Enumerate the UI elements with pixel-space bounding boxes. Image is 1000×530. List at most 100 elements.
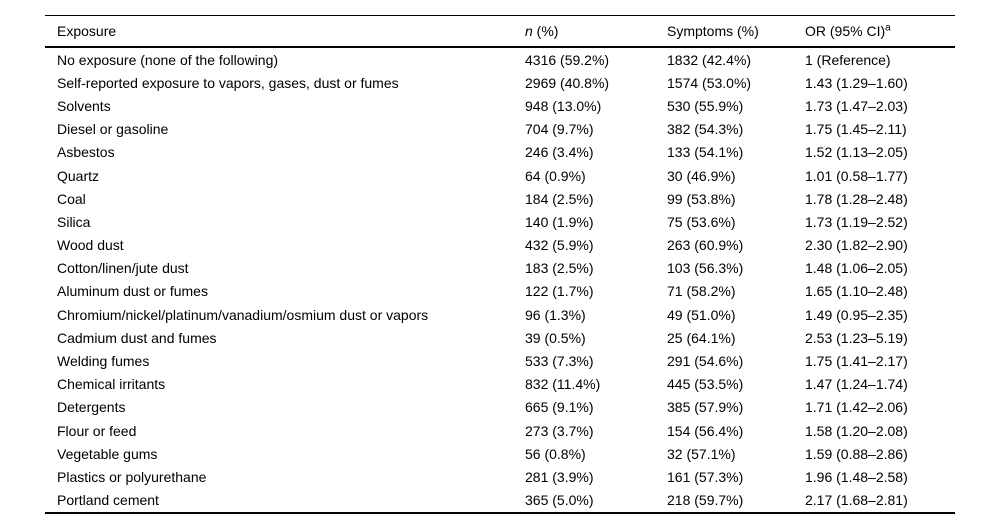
- table-row: Portland cement 365 (5.0%) 218 (59.7%) 2…: [45, 489, 955, 513]
- symptoms-cell: 445 (53.5%): [667, 376, 744, 393]
- or-ci-cell: 2.53 (1.23–5.19): [805, 329, 908, 346]
- table-row: Self-reported exposure to vapors, gases,…: [45, 71, 955, 94]
- n-cell: 665 (9.1%): [525, 399, 594, 416]
- symptoms-cell: 161 (57.3%): [667, 468, 744, 485]
- n-cell: 704 (9.7%): [525, 121, 594, 138]
- exposure-cell: Vegetable gums: [57, 445, 158, 462]
- n-cell: 56 (0.8%): [525, 445, 586, 462]
- table-row: Asbestos 246 (3.4%) 133 (54.1%) 1.52 (1.…: [45, 141, 955, 164]
- n-cell: 533 (7.3%): [525, 353, 594, 370]
- symptoms-cell: 1574 (53.0%): [667, 74, 752, 91]
- or-ci-cell: 1.52 (1.13–2.05): [805, 144, 908, 161]
- n-cell: 96 (1.3%): [525, 306, 586, 323]
- exposure-cell: Asbestos: [57, 144, 115, 161]
- symptoms-cell: 75 (53.6%): [667, 213, 736, 230]
- symptoms-cell: 1832 (42.4%): [667, 51, 752, 68]
- table-header: Exposure n (%) Symptoms (%) OR (95% CI)a: [45, 16, 955, 48]
- n-cell: 246 (3.4%): [525, 144, 594, 161]
- footnote-marker-a: a: [885, 22, 891, 34]
- exposure-cell: Detergents: [57, 399, 126, 416]
- table-body: No exposure (none of the following) 4316…: [45, 47, 955, 513]
- exposure-statistics-table: Exposure n (%) Symptoms (%) OR (95% CI)a…: [45, 15, 955, 514]
- table-row: Quartz 64 (0.9%) 30 (46.9%) 1.01 (0.58–1…: [45, 164, 955, 187]
- or-ci-label: OR (95% CI): [805, 23, 886, 39]
- symptoms-cell: 530 (55.9%): [667, 97, 744, 114]
- column-header-symptoms: Symptoms (%): [667, 23, 759, 39]
- table-row: Aluminum dust or fumes 122 (1.7%) 71 (58…: [45, 280, 955, 303]
- or-ci-cell: 1.75 (1.41–2.17): [805, 353, 908, 370]
- n-percent-label: (%): [532, 23, 559, 39]
- n-cell: 948 (13.0%): [525, 97, 602, 114]
- exposure-cell: No exposure (none of the following): [57, 51, 279, 68]
- symptoms-cell: 385 (57.9%): [667, 399, 744, 416]
- n-cell: 432 (5.9%): [525, 237, 594, 254]
- n-cell: 4316 (59.2%): [525, 51, 610, 68]
- or-ci-cell: 1.75 (1.45–2.11): [805, 121, 907, 138]
- or-ci-cell: 1.71 (1.42–2.06): [805, 399, 908, 416]
- table-row: Cadmium dust and fumes 39 (0.5%) 25 (64.…: [45, 326, 955, 349]
- or-ci-cell: 1.58 (1.20–2.08): [805, 422, 908, 439]
- column-header-or: OR (95% CI)a: [805, 16, 955, 48]
- or-ci-cell: 1.65 (1.10–2.48): [805, 283, 908, 300]
- n-cell: 140 (1.9%): [525, 213, 594, 230]
- exposure-cell: Cadmium dust and fumes: [57, 329, 217, 346]
- table-row: Diesel or gasoline 704 (9.7%) 382 (54.3%…: [45, 118, 955, 141]
- table-row: Wood dust 432 (5.9%) 263 (60.9%) 2.30 (1…: [45, 234, 955, 257]
- table-row: Plastics or polyurethane 281 (3.9%) 161 …: [45, 465, 955, 488]
- exposure-cell: Solvents: [57, 97, 111, 114]
- symptoms-cell: 133 (54.1%): [667, 144, 744, 161]
- n-cell: 184 (2.5%): [525, 190, 594, 207]
- n-cell: 273 (3.7%): [525, 422, 594, 439]
- n-cell: 832 (11.4%): [525, 376, 601, 393]
- symptoms-cell: 49 (51.0%): [667, 306, 736, 323]
- table-row: Vegetable gums 56 (0.8%) 32 (57.1%) 1.59…: [45, 442, 955, 465]
- header-row: Exposure n (%) Symptoms (%) OR (95% CI)a: [45, 16, 955, 48]
- or-ci-cell: 2.17 (1.68–2.81): [805, 492, 908, 509]
- or-ci-cell: 1.96 (1.48–2.58): [805, 468, 908, 485]
- table-row: No exposure (none of the following) 4316…: [45, 47, 955, 71]
- exposure-cell: Aluminum dust or fumes: [57, 283, 208, 300]
- symptoms-cell: 154 (56.4%): [667, 422, 744, 439]
- n-cell: 122 (1.7%): [525, 283, 594, 300]
- n-cell: 64 (0.9%): [525, 167, 586, 184]
- table-row: Chemical irritants 832 (11.4%) 445 (53.5…: [45, 373, 955, 396]
- exposure-cell: Plastics or polyurethane: [57, 468, 207, 485]
- or-ci-cell: 1.73 (1.19–2.52): [805, 213, 908, 230]
- symptoms-cell: 103 (56.3%): [667, 260, 744, 277]
- table-row: Cotton/linen/jute dust 183 (2.5%) 103 (5…: [45, 257, 955, 280]
- symptoms-cell: 71 (58.2%): [667, 283, 736, 300]
- or-ci-cell: 1.48 (1.06–2.05): [805, 260, 908, 277]
- symptoms-cell: 25 (64.1%): [667, 329, 736, 346]
- table-row: Flour or feed 273 (3.7%) 154 (56.4%) 1.5…: [45, 419, 955, 442]
- exposure-cell: Self-reported exposure to vapors, gases,…: [57, 74, 399, 91]
- or-ci-cell: 1.78 (1.28–2.48): [805, 190, 908, 207]
- n-cell: 2969 (40.8%): [525, 74, 610, 91]
- symptoms-cell: 32 (57.1%): [667, 445, 736, 462]
- table-row: Silica 140 (1.9%) 75 (53.6%) 1.73 (1.19–…: [45, 210, 955, 233]
- table-row: Coal 184 (2.5%) 99 (53.8%) 1.78 (1.28–2.…: [45, 187, 955, 210]
- symptoms-cell: 30 (46.9%): [667, 167, 736, 184]
- exposure-cell: Quartz: [57, 167, 100, 184]
- or-ci-cell: 1 (Reference): [805, 51, 891, 68]
- column-header-n: n (%): [525, 16, 667, 48]
- table-row: Solvents 948 (13.0%) 530 (55.9%) 1.73 (1…: [45, 94, 955, 117]
- n-cell: 365 (5.0%): [525, 492, 594, 509]
- symptoms-cell: 382 (54.3%): [667, 121, 744, 138]
- n-italic-label: n: [525, 23, 533, 39]
- column-header-exposure: Exposure: [57, 23, 117, 39]
- symptoms-cell: 291 (54.6%): [667, 353, 744, 370]
- or-ci-cell: 1.47 (1.24–1.74): [805, 376, 908, 393]
- table-row: Detergents 665 (9.1%) 385 (57.9%) 1.71 (…: [45, 396, 955, 419]
- exposure-cell: Cotton/linen/jute dust: [57, 260, 189, 277]
- or-ci-cell: 1.59 (0.88–2.86): [805, 445, 908, 462]
- or-ci-cell: 2.30 (1.82–2.90): [805, 237, 908, 254]
- n-cell: 281 (3.9%): [525, 468, 594, 485]
- exposure-cell: Coal: [57, 190, 86, 207]
- or-ci-cell: 1.49 (0.95–2.35): [805, 306, 908, 323]
- exposure-cell: Wood dust: [57, 237, 124, 254]
- exposure-cell: Silica: [57, 213, 91, 230]
- or-ci-cell: 1.73 (1.47–2.03): [805, 97, 908, 114]
- n-cell: 183 (2.5%): [525, 260, 594, 277]
- or-ci-cell: 1.01 (0.58–1.77): [805, 167, 908, 184]
- or-ci-cell: 1.43 (1.29–1.60): [805, 74, 908, 91]
